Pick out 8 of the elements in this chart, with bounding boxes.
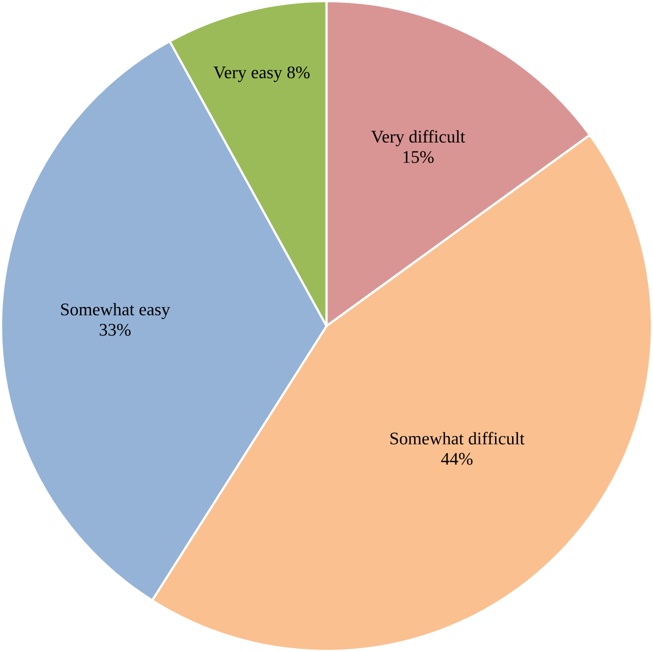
data-label: 8% (287, 66, 310, 78)
slice-label: Very difficult (371, 130, 466, 146)
slice-label: Somewhat easy (61, 302, 170, 320)
data-label: 15% (404, 151, 434, 163)
data-label: 44% (441, 452, 473, 465)
slice-label: Very easy (213, 66, 282, 82)
slice-label: Somewhat difficult (390, 432, 525, 444)
data-label: 33% (100, 324, 131, 336)
